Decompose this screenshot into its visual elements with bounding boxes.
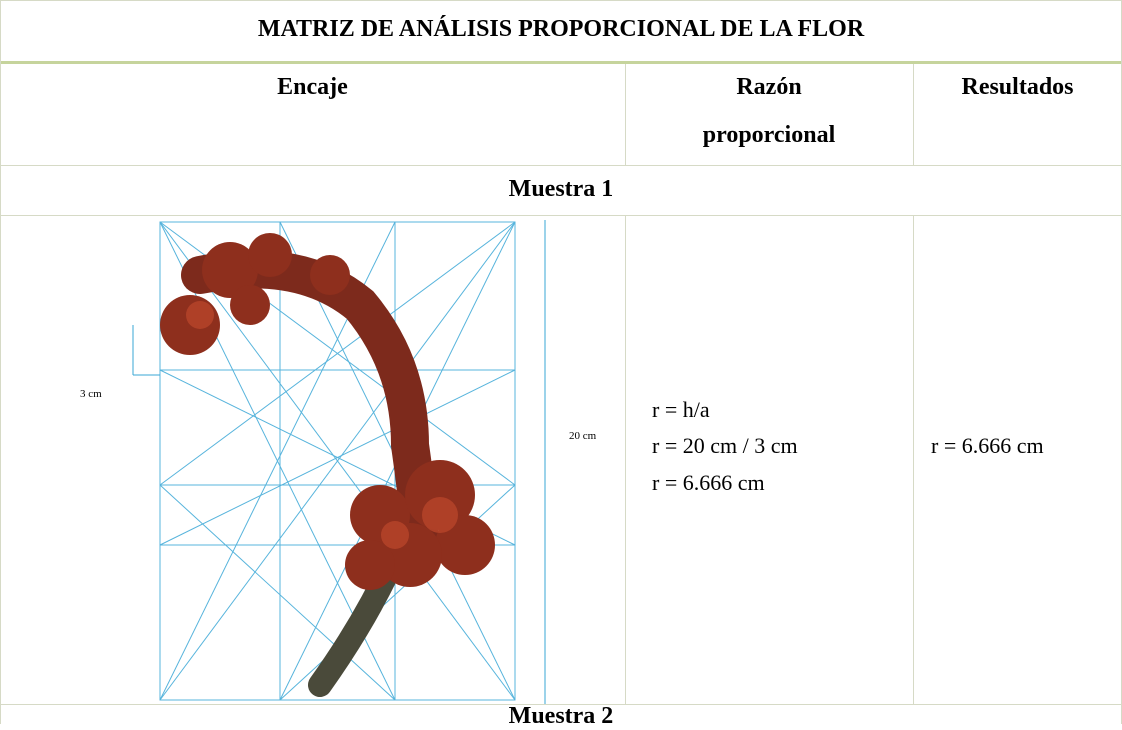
formula-line: r = 20 cm / 3 cm [652, 433, 798, 458]
table-title: MATRIZ DE ANÁLISIS PROPORCIONAL DE LA FL… [257, 16, 865, 42]
border [913, 64, 914, 165]
result: r = 6.666 cm [931, 433, 1044, 458]
sample-label: Muestra 1 [508, 176, 614, 202]
title-rule [0, 61, 1122, 64]
border [625, 215, 626, 704]
column-header: Razón proporcional [702, 74, 836, 148]
border [0, 215, 1122, 216]
image-label: 3 cm [80, 388, 102, 400]
sample-label: Muestra 2 [508, 703, 614, 729]
border [0, 165, 1122, 166]
border [0, 704, 1122, 705]
formula-line: r = h/a [652, 397, 710, 422]
formula-line: r = 6.666 cm [652, 470, 765, 495]
border [0, 0, 1122, 1]
image-label: 20 cm [569, 430, 597, 442]
flower-drawing [132, 220, 546, 704]
column-header: Resultados [961, 74, 1074, 100]
border [625, 64, 626, 165]
border [0, 0, 1, 724]
column-header: Encaje [277, 74, 348, 100]
border [913, 215, 914, 704]
